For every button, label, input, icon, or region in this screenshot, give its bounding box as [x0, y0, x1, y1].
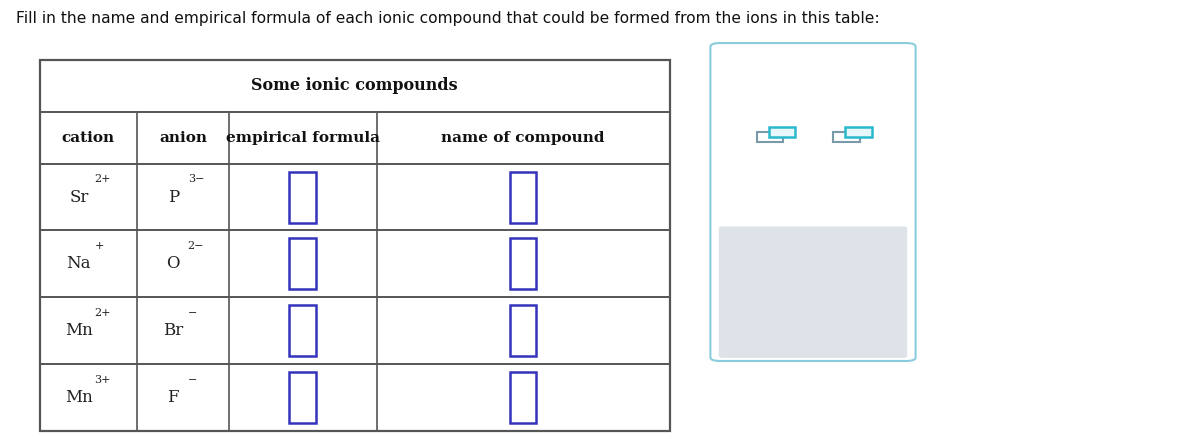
Bar [40, 60, 670, 431]
Text: 2+: 2+ [95, 174, 110, 184]
Text: Fill in the name and empirical formula of each ionic compound that could be form: Fill in the name and empirical formula o… [16, 11, 880, 26]
Text: Mn: Mn [65, 322, 92, 339]
Text: Sr: Sr [70, 189, 89, 206]
Bar [757, 132, 784, 142]
Bar [289, 171, 316, 222]
Text: Some ionic compounds: Some ionic compounds [251, 77, 458, 95]
Text: 2+: 2+ [95, 308, 110, 318]
FancyBboxPatch shape [710, 43, 916, 361]
Text: ×: × [767, 282, 785, 302]
Text: 3−: 3− [187, 174, 204, 184]
Text: P: P [168, 189, 179, 206]
Text: F: F [168, 389, 179, 406]
Bar [769, 127, 796, 137]
Text: 2−: 2− [187, 241, 204, 251]
FancyBboxPatch shape [719, 226, 907, 358]
Text: name of compound: name of compound [442, 131, 605, 145]
Bar [510, 171, 536, 222]
Text: empirical formula: empirical formula [226, 131, 379, 145]
Bar [833, 132, 859, 142]
Text: anion: anion [158, 131, 206, 145]
Bar [510, 238, 536, 289]
Text: +: + [95, 241, 104, 251]
Bar [845, 127, 871, 137]
Bar [510, 372, 536, 423]
Text: Na: Na [66, 255, 91, 272]
Text: 3+: 3+ [95, 375, 110, 385]
Bar [289, 238, 316, 289]
Text: −: − [187, 308, 197, 318]
Text: O: O [167, 255, 180, 272]
Text: Br: Br [163, 322, 184, 339]
Bar [289, 305, 316, 356]
Text: Mn: Mn [65, 389, 92, 406]
Bar [289, 372, 316, 423]
Bar [510, 305, 536, 356]
Text: ↺: ↺ [841, 282, 859, 302]
Text: −: − [187, 375, 197, 385]
Text: cation: cation [62, 131, 115, 145]
